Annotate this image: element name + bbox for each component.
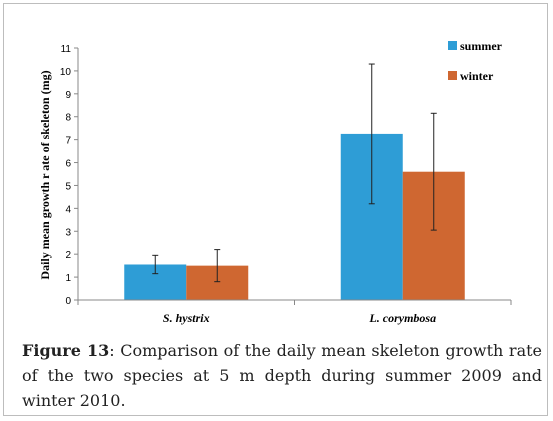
legend: summer winter <box>448 39 503 83</box>
y-tick-label: 1 <box>65 273 71 284</box>
y-axis: 0 1 2 3 4 5 6 7 8 9 10 11 <box>60 44 79 307</box>
y-tick-label: 0 <box>65 296 71 307</box>
figure-caption-text: : Comparison of the daily mean skeleton … <box>22 341 543 410</box>
x-axis: S. hystrix L. corymbosa <box>77 299 512 325</box>
y-tick-label: 8 <box>65 113 71 124</box>
y-tick-label: 9 <box>65 90 71 101</box>
y-tick-label: 4 <box>65 204 71 215</box>
y-tick-label: 3 <box>65 227 71 238</box>
y-tick-label: 6 <box>65 159 71 170</box>
error-bars <box>152 63 437 283</box>
x-category-label: L. corymbosa <box>368 311 436 325</box>
legend-label: summer <box>460 39 503 53</box>
y-tick-label: 2 <box>65 250 71 261</box>
y-tick-label: 7 <box>65 136 71 147</box>
bar-chart: 0 1 2 3 4 5 6 7 8 9 10 11 S. hystrix L. corymbosa su… <box>38 39 512 325</box>
bars <box>124 133 465 300</box>
y-tick-label: 5 <box>65 181 71 192</box>
legend-swatch-summer <box>448 41 457 50</box>
x-category-label: S. hystrix <box>163 311 210 325</box>
legend-label: winter <box>460 69 494 83</box>
y-axis-label: Daily mean growth r ate of skeleton (mg) <box>38 70 52 279</box>
legend-swatch-winter <box>448 71 457 80</box>
y-tick-label: 10 <box>60 67 72 78</box>
y-tick-label: 11 <box>61 44 72 55</box>
figure-caption: Figure 13: Comparison of the daily mean … <box>22 338 542 413</box>
figure-label: Figure 13 <box>22 341 110 360</box>
